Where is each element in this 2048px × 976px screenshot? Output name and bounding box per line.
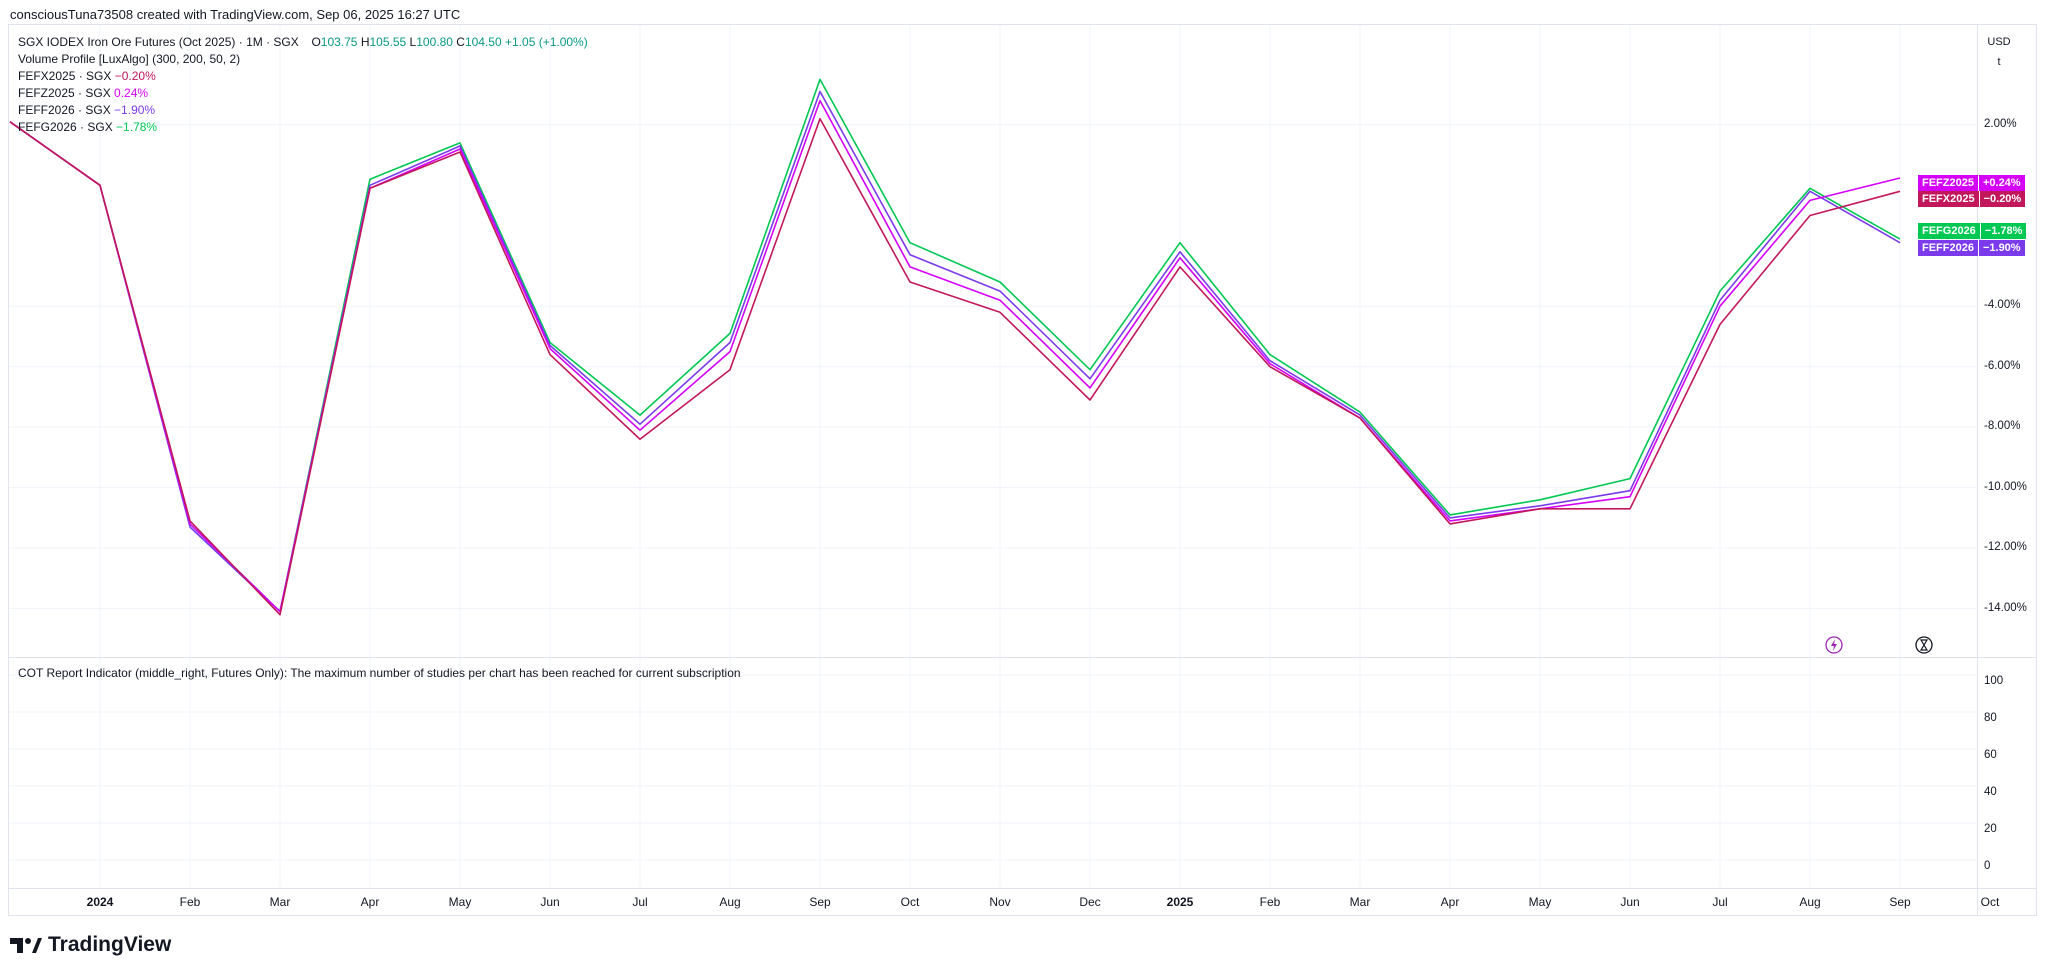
low-label: L — [409, 35, 417, 49]
y-tick-label: -6.00% — [1984, 359, 2021, 372]
change-value: +1.05 (+1.00%) — [505, 35, 588, 49]
tag-symbol: FEFG2026 — [1918, 223, 1980, 239]
compare-value: −1.90% — [114, 103, 156, 117]
last-value-tag: FEFX2025 −0.20% — [1918, 191, 2026, 207]
compare-symbol[interactable]: FEFG2026 · SGX — [18, 120, 113, 134]
tradingview-logo[interactable]: TradingView — [10, 932, 171, 958]
high-label: H — [360, 35, 370, 49]
compare-value: 0.24% — [114, 86, 149, 100]
compare-symbol[interactable]: FEFZ2025 · SGX — [18, 86, 111, 100]
x-tick-label: Jul — [1712, 895, 1728, 909]
tag-symbol: FEFZ2025 — [1918, 175, 1978, 191]
hourglass-icon[interactable] — [1915, 636, 1933, 654]
indicator-title[interactable]: Volume Profile [LuxAlgo] (300, 200, 50, … — [18, 52, 241, 66]
lower-y-tick-label: 0 — [1984, 860, 1991, 872]
close-label: C — [456, 35, 465, 49]
price-scale-settings[interactable]: USD t — [1979, 32, 2019, 72]
y-tick-label: -8.00% — [1984, 420, 2021, 433]
compare-legend-row[interactable]: FEFZ2025 · SGX 0.24% — [18, 85, 588, 102]
close-value: 104.50 — [464, 35, 502, 49]
tag-value: −1.78% — [1980, 223, 2027, 239]
tag-value: −1.90% — [1978, 240, 2025, 256]
x-tick-label: Nov — [989, 895, 1011, 909]
lightning-icon[interactable] — [1825, 636, 1843, 654]
last-value-tag: FEFZ2025 +0.24% — [1918, 175, 2025, 191]
pane-divider[interactable] — [8, 657, 2037, 658]
x-tick-label: Sep — [1889, 895, 1911, 909]
x-tick-label: Sep — [809, 895, 831, 909]
compare-value: −0.20% — [114, 69, 156, 83]
lower-y-tick-label: 40 — [1984, 786, 1997, 798]
x-tick-label: Mar — [269, 895, 291, 909]
x-tick-label: Dec — [1079, 895, 1101, 909]
unit-label[interactable]: t — [1997, 56, 2001, 68]
chart-credit: consciousTuna73508 created with TradingV… — [10, 7, 461, 22]
x-tick-label: Apr — [360, 895, 380, 909]
x-tick-label: Aug — [719, 895, 741, 909]
lower-y-tick-label: 60 — [1984, 749, 1997, 761]
tag-value: −0.20% — [1979, 191, 2026, 207]
cot-indicator-message: COT Report Indicator (middle_right, Futu… — [18, 666, 741, 680]
x-tick-label: Oct — [1980, 895, 2000, 909]
chart-frame — [8, 24, 2037, 916]
lower-indicator-pane[interactable] — [9, 658, 1976, 887]
compare-legend-row[interactable]: FEFF2026 · SGX −1.90% — [18, 102, 588, 119]
compare-symbol[interactable]: FEFX2025 · SGX — [18, 69, 112, 83]
open-value: 103.75 — [320, 35, 358, 49]
x-tick-label: 2025 — [1166, 895, 1194, 909]
x-tick-label: Jun — [540, 895, 560, 909]
high-value: 105.55 — [369, 35, 407, 49]
compare-legend-row[interactable]: FEFX2025 · SGX −0.20% — [18, 68, 588, 85]
x-tick-label: 2024 — [86, 895, 114, 909]
x-tick-label: May — [448, 895, 472, 909]
y-tick-label: -10.00% — [1984, 480, 2027, 493]
symbol-title[interactable]: SGX IODEX Iron Ore Futures (Oct 2025) · … — [18, 35, 299, 49]
y-tick-label: -14.00% — [1984, 601, 2027, 614]
last-value-tag: FEFF2026 −1.90% — [1918, 240, 2025, 256]
compare-legend-row[interactable]: FEFG2026 · SGX −1.78% — [18, 119, 588, 136]
x-tick-label: Aug — [1799, 895, 1821, 909]
y-tick-label: -4.00% — [1984, 299, 2021, 312]
currency-label[interactable]: USD — [1987, 36, 2011, 48]
x-tick-label: Jul — [632, 895, 648, 909]
symbol-legend-row[interactable]: SGX IODEX Iron Ore Futures (Oct 2025) · … — [18, 34, 588, 51]
x-tick-label: Apr — [1440, 895, 1460, 909]
tag-value: +0.24% — [1978, 175, 2025, 191]
main-chart-pane[interactable] — [9, 25, 1976, 657]
chart-legend: SGX IODEX Iron Ore Futures (Oct 2025) · … — [18, 34, 588, 136]
x-tick-label: Mar — [1349, 895, 1371, 909]
low-value: 100.80 — [416, 35, 453, 49]
y-tick-label: 2.00% — [1984, 117, 2017, 130]
x-tick-label: Oct — [900, 895, 920, 909]
series-line-fefg2026[interactable] — [9, 78, 1901, 613]
lower-y-tick-label: 80 — [1984, 712, 1997, 724]
lower-y-tick-label: 20 — [1984, 823, 1997, 835]
tradingview-logo-icon — [10, 938, 42, 953]
series-line-fefx2025[interactable] — [9, 117, 1901, 616]
time-axis-divider — [8, 888, 2037, 889]
series-line-feff2026[interactable] — [9, 90, 1901, 613]
open-label: O — [311, 35, 321, 49]
last-value-tag: FEFG2026 −1.78% — [1918, 223, 2027, 239]
tag-symbol: FEFX2025 — [1918, 191, 1979, 207]
x-tick-label: Jun — [1620, 895, 1640, 909]
x-tick-label: May — [1528, 895, 1552, 909]
x-tick-label: Feb — [179, 895, 201, 909]
compare-value: −1.78% — [116, 120, 158, 134]
series-line-fefz2025[interactable] — [9, 99, 1901, 613]
brand-name: TradingView — [48, 933, 172, 956]
indicator-legend-row[interactable]: Volume Profile [LuxAlgo] (300, 200, 50, … — [18, 51, 588, 68]
x-tick-label: Feb — [1259, 895, 1281, 909]
compare-symbol[interactable]: FEFF2026 · SGX — [18, 103, 111, 117]
lower-y-tick-label: 100 — [1984, 675, 2004, 687]
price-scale-divider — [1977, 24, 1978, 916]
y-tick-label: -12.00% — [1984, 541, 2027, 554]
tag-symbol: FEFF2026 — [1918, 240, 1978, 256]
